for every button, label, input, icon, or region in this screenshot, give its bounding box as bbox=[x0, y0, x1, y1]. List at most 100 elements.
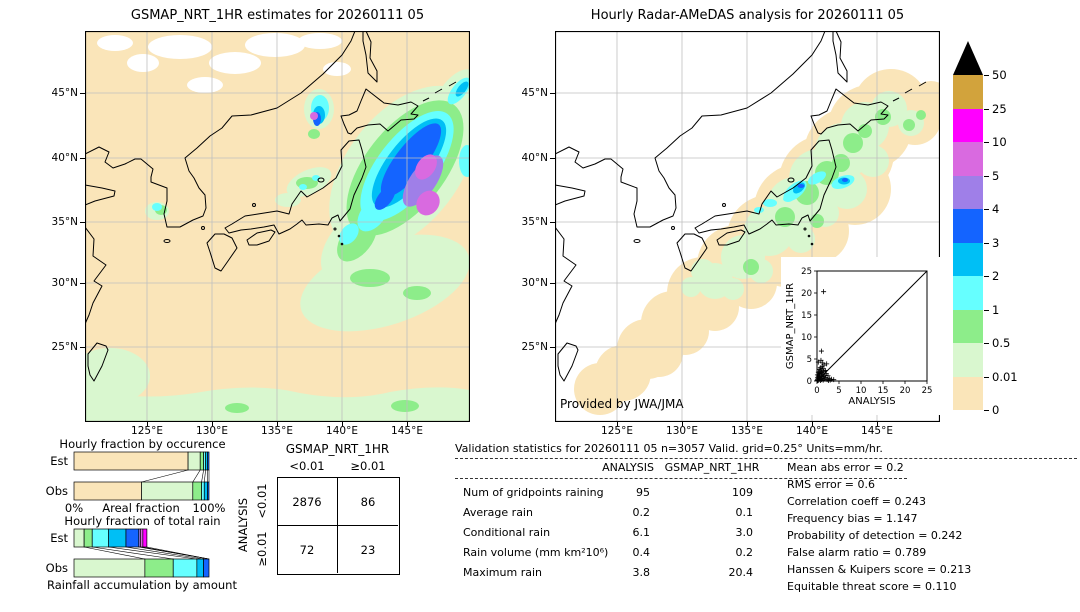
x-tick bbox=[877, 422, 878, 426]
stat-row: Rain volume (mm km²10⁶) 0.4 0.2 bbox=[455, 546, 765, 566]
colorbar-block bbox=[953, 108, 983, 142]
skill-score-list: Mean abs error = 0.2 RMS error = 0.6 Corre… bbox=[787, 459, 1077, 595]
stat-row: Average rain 0.2 0.1 bbox=[455, 506, 765, 526]
colorbar-label: 0.5 bbox=[992, 336, 1011, 350]
bar-segment bbox=[108, 528, 127, 548]
colorbar-block bbox=[953, 309, 983, 343]
data-point bbox=[821, 289, 827, 295]
skill-score: False alarm ratio = 0.789 bbox=[787, 546, 927, 559]
data-point bbox=[824, 361, 830, 367]
data-point bbox=[818, 348, 824, 354]
y-tick bbox=[550, 283, 555, 284]
colorbar-tick bbox=[984, 75, 989, 76]
bar-segment bbox=[203, 558, 210, 578]
no-data-areas bbox=[97, 33, 351, 93]
rain-level-3 bbox=[313, 112, 442, 210]
contingency-value-false-alarm: 86 bbox=[360, 495, 376, 509]
y-tick-label: 30°N bbox=[51, 277, 78, 289]
y-tick bbox=[550, 222, 555, 223]
kyushu-coastline bbox=[206, 233, 238, 272]
colorbar-tick bbox=[984, 142, 989, 143]
x-tick-label: 5 bbox=[836, 386, 841, 396]
x-tick bbox=[212, 422, 213, 426]
chart-title: Hourly fraction of total rain bbox=[64, 514, 221, 528]
x-tick-label: 125°E bbox=[131, 425, 163, 437]
rain-level-3 bbox=[797, 178, 848, 188]
colorbar-tick bbox=[984, 209, 989, 210]
y-tick-label: 45°N bbox=[51, 87, 78, 99]
connector-line bbox=[108, 546, 197, 560]
colorbar-tick bbox=[984, 242, 989, 244]
x-tick bbox=[812, 422, 813, 426]
colorbar-block bbox=[953, 242, 983, 276]
skill-score: RMS error = 0.6 bbox=[787, 478, 875, 491]
stat-row: Num of gridpoints raining 95 109 bbox=[455, 486, 765, 506]
colorbar-tick bbox=[984, 276, 989, 277]
x-tick-label: 25 bbox=[922, 386, 933, 396]
kuril-islands bbox=[422, 81, 457, 102]
colorbar-block bbox=[953, 175, 983, 209]
colorbar-tick bbox=[984, 175, 989, 177]
colorbar-tick bbox=[984, 343, 989, 344]
occurrence-fraction-chart: Hourly fraction by occurence Est Obs 0% Area… bbox=[40, 437, 245, 517]
x-axis-label: Rainfall accumulation by amount bbox=[47, 578, 237, 592]
stat-gsmap-value: 109 bbox=[732, 486, 753, 499]
honshu-coastline bbox=[224, 139, 367, 235]
skill-score: Frequency bias = 1.147 bbox=[787, 512, 918, 525]
x-tick-label: 130°E bbox=[196, 425, 228, 437]
x-tick-label: 130°E bbox=[666, 425, 698, 437]
mainland-asia-coastline bbox=[84, 30, 356, 228]
fraction-bars: Est Obs bbox=[46, 451, 210, 501]
hokkaido-coastline bbox=[340, 88, 419, 135]
colorbar-tick bbox=[984, 108, 989, 110]
stat-label: Average rain bbox=[463, 506, 533, 519]
bar-segment bbox=[142, 528, 148, 548]
colorbar-tick bbox=[984, 410, 989, 411]
contingency-value-miss: 72 bbox=[299, 543, 315, 557]
data-point bbox=[822, 367, 828, 373]
bar-segment bbox=[192, 481, 202, 501]
colorbar-label: 25 bbox=[992, 101, 1007, 116]
x-tick bbox=[147, 422, 148, 426]
colorbar-block bbox=[953, 142, 983, 176]
colorbar-label: 1 bbox=[992, 302, 1000, 317]
tsushima-island bbox=[201, 226, 205, 230]
data-point bbox=[825, 373, 831, 379]
sado-island bbox=[317, 177, 325, 183]
fraction-bars: Est Obs bbox=[46, 528, 210, 578]
contingency-col-label: <0.01 bbox=[289, 459, 325, 473]
colorbar-block bbox=[953, 343, 983, 377]
shikoku-coastline bbox=[246, 229, 276, 246]
y-tick bbox=[550, 93, 555, 94]
y-tick-label: 30°N bbox=[521, 277, 548, 289]
x-tick-label: 135°E bbox=[261, 425, 293, 437]
bar-segment bbox=[73, 451, 189, 471]
taiwan-coastline bbox=[87, 342, 109, 382]
right-map-title: Hourly Radar-AMeDAS analysis for 2026011… bbox=[590, 8, 905, 23]
x-tick-label: 0 bbox=[814, 386, 819, 396]
data-point bbox=[820, 371, 826, 377]
x-tick-label: 100% bbox=[192, 501, 226, 515]
y-tick bbox=[80, 93, 85, 94]
gsmap-estimates-map: 125°E 130°E 135°E 140°E 145°E 45°N 40°N 35°N 30°… bbox=[52, 30, 477, 437]
stat-row: Conditional rain 6.1 3.0 bbox=[455, 526, 765, 546]
stat-analysis-value: 95 bbox=[636, 486, 650, 499]
map-credit: Provided by JWA/JMA bbox=[560, 397, 684, 411]
bar-segment bbox=[207, 451, 210, 471]
contingency-grid-hline bbox=[277, 525, 398, 526]
contingency-grid bbox=[277, 477, 400, 575]
y-tick-label: 0 bbox=[807, 377, 812, 387]
radar-map-canvas: 0 5 10 15 20 25 0 5 10 15 20 25 ANALYSIS GSMAP_NRT_1H… bbox=[554, 30, 951, 423]
coastlines bbox=[84, 30, 457, 382]
colorbar-block bbox=[953, 276, 983, 310]
contingency-table: GSMAP_NRT_1HR <0.01 ≥0.01 ANALYSIS <0.01… bbox=[230, 438, 440, 593]
colorbar-block bbox=[953, 376, 983, 410]
row-label: Est bbox=[50, 454, 68, 468]
contingency-value-hit-none: 2876 bbox=[292, 495, 322, 509]
left-map-title: GSMAP_NRT_1HR estimates for 20260111 05 bbox=[130, 8, 425, 23]
x-tick bbox=[342, 422, 343, 426]
connector-line bbox=[203, 469, 206, 483]
skill-score: Correlation coeff = 0.243 bbox=[787, 495, 926, 508]
colorbar-label: 0.01 bbox=[992, 369, 1018, 384]
